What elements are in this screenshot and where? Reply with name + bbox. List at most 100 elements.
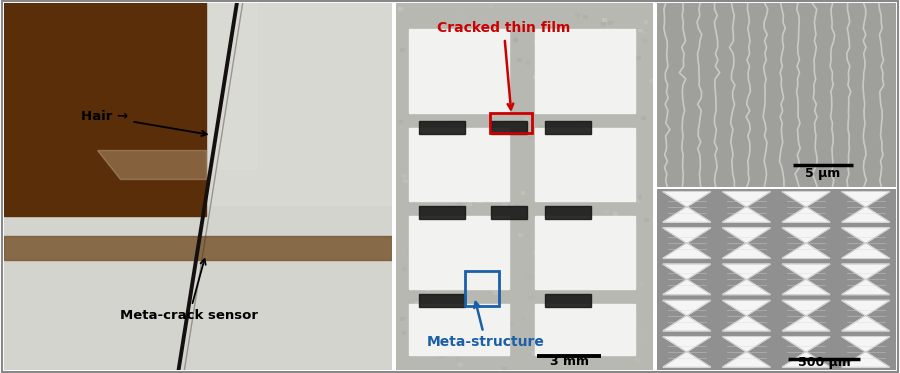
Bar [490,113,532,133]
Bar [457,70,461,73]
Bar [437,185,441,188]
Bar [525,105,528,108]
Bar [629,338,633,341]
Bar [409,31,412,34]
Bar [425,41,428,44]
Bar [456,313,460,316]
Bar [642,31,645,34]
Bar [558,243,562,246]
Bar [501,110,505,113]
Text: 5 μm: 5 μm [806,167,841,180]
Bar [593,252,597,255]
Bar [596,317,599,320]
Bar [455,125,459,128]
Bar [629,295,633,298]
Bar [576,127,580,130]
Bar [555,277,559,280]
Bar [491,234,495,237]
Bar [622,319,626,322]
Bar [551,261,554,264]
Bar [448,187,453,190]
Bar [526,62,529,64]
Bar [495,275,499,278]
Bar [643,39,646,42]
Bar [493,291,497,294]
Bar [419,294,465,307]
Text: Meta-crack sensor: Meta-crack sensor [121,259,258,322]
Bar [544,294,591,307]
Polygon shape [723,192,770,222]
Bar [4,3,97,179]
Bar [579,126,582,129]
Bar [613,213,617,215]
Polygon shape [782,264,830,295]
Bar [550,243,554,246]
Polygon shape [723,264,770,295]
Bar [603,351,608,354]
Bar [454,278,458,281]
Bar [399,7,402,10]
Bar [527,136,532,139]
Bar [599,348,603,351]
Bar [644,218,648,221]
Bar [419,121,465,134]
Bar [584,327,589,330]
Bar [415,301,419,304]
Bar [532,351,536,354]
Bar [406,251,410,254]
Bar [621,266,625,269]
Bar [645,16,650,19]
Bar [565,342,569,345]
Bar [544,206,591,219]
Bar [409,216,508,289]
Bar [455,201,460,204]
Bar [4,236,392,260]
Bar [427,33,431,36]
Polygon shape [663,192,711,222]
Bar [419,206,465,219]
Text: 3 mm: 3 mm [550,355,589,368]
Bar [493,188,497,191]
Bar [467,202,471,205]
Bar [578,175,581,178]
Bar [486,229,491,232]
Bar [502,367,507,370]
Bar [536,263,540,266]
Bar [583,66,587,69]
Polygon shape [842,300,889,331]
Bar [410,168,414,171]
Bar [605,210,608,213]
Bar [458,363,462,366]
Bar [475,197,479,200]
Bar [608,328,612,331]
Polygon shape [663,228,711,258]
Polygon shape [663,264,711,295]
Bar [549,333,553,336]
Bar [520,317,525,320]
Bar [572,67,575,70]
Bar [454,156,457,159]
Bar [635,50,639,53]
Bar [445,254,448,257]
Bar [491,196,494,199]
Bar [479,257,483,260]
Bar [525,28,528,31]
Bar [569,341,572,344]
Polygon shape [782,192,830,222]
Bar [611,32,615,35]
Bar [475,90,480,93]
Bar [636,56,640,59]
Bar [597,53,600,56]
Bar [596,41,599,44]
Bar [460,231,464,233]
Bar [564,95,569,98]
Bar [636,195,641,198]
Bar [575,13,579,16]
Bar [437,348,441,351]
Bar [426,144,430,147]
Bar [400,48,404,51]
Bar [539,126,543,129]
Bar [533,75,536,78]
Bar [539,247,543,250]
Bar [639,333,644,336]
